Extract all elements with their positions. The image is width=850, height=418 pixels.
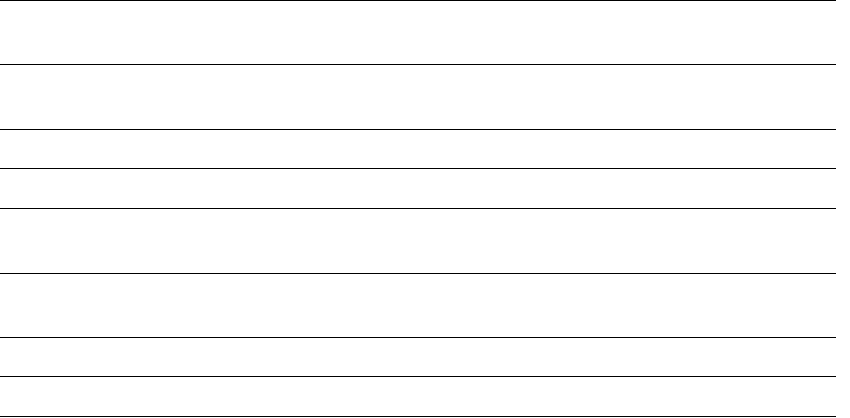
empty-table [0,0,836,417]
page: {} [0,0,836,417]
